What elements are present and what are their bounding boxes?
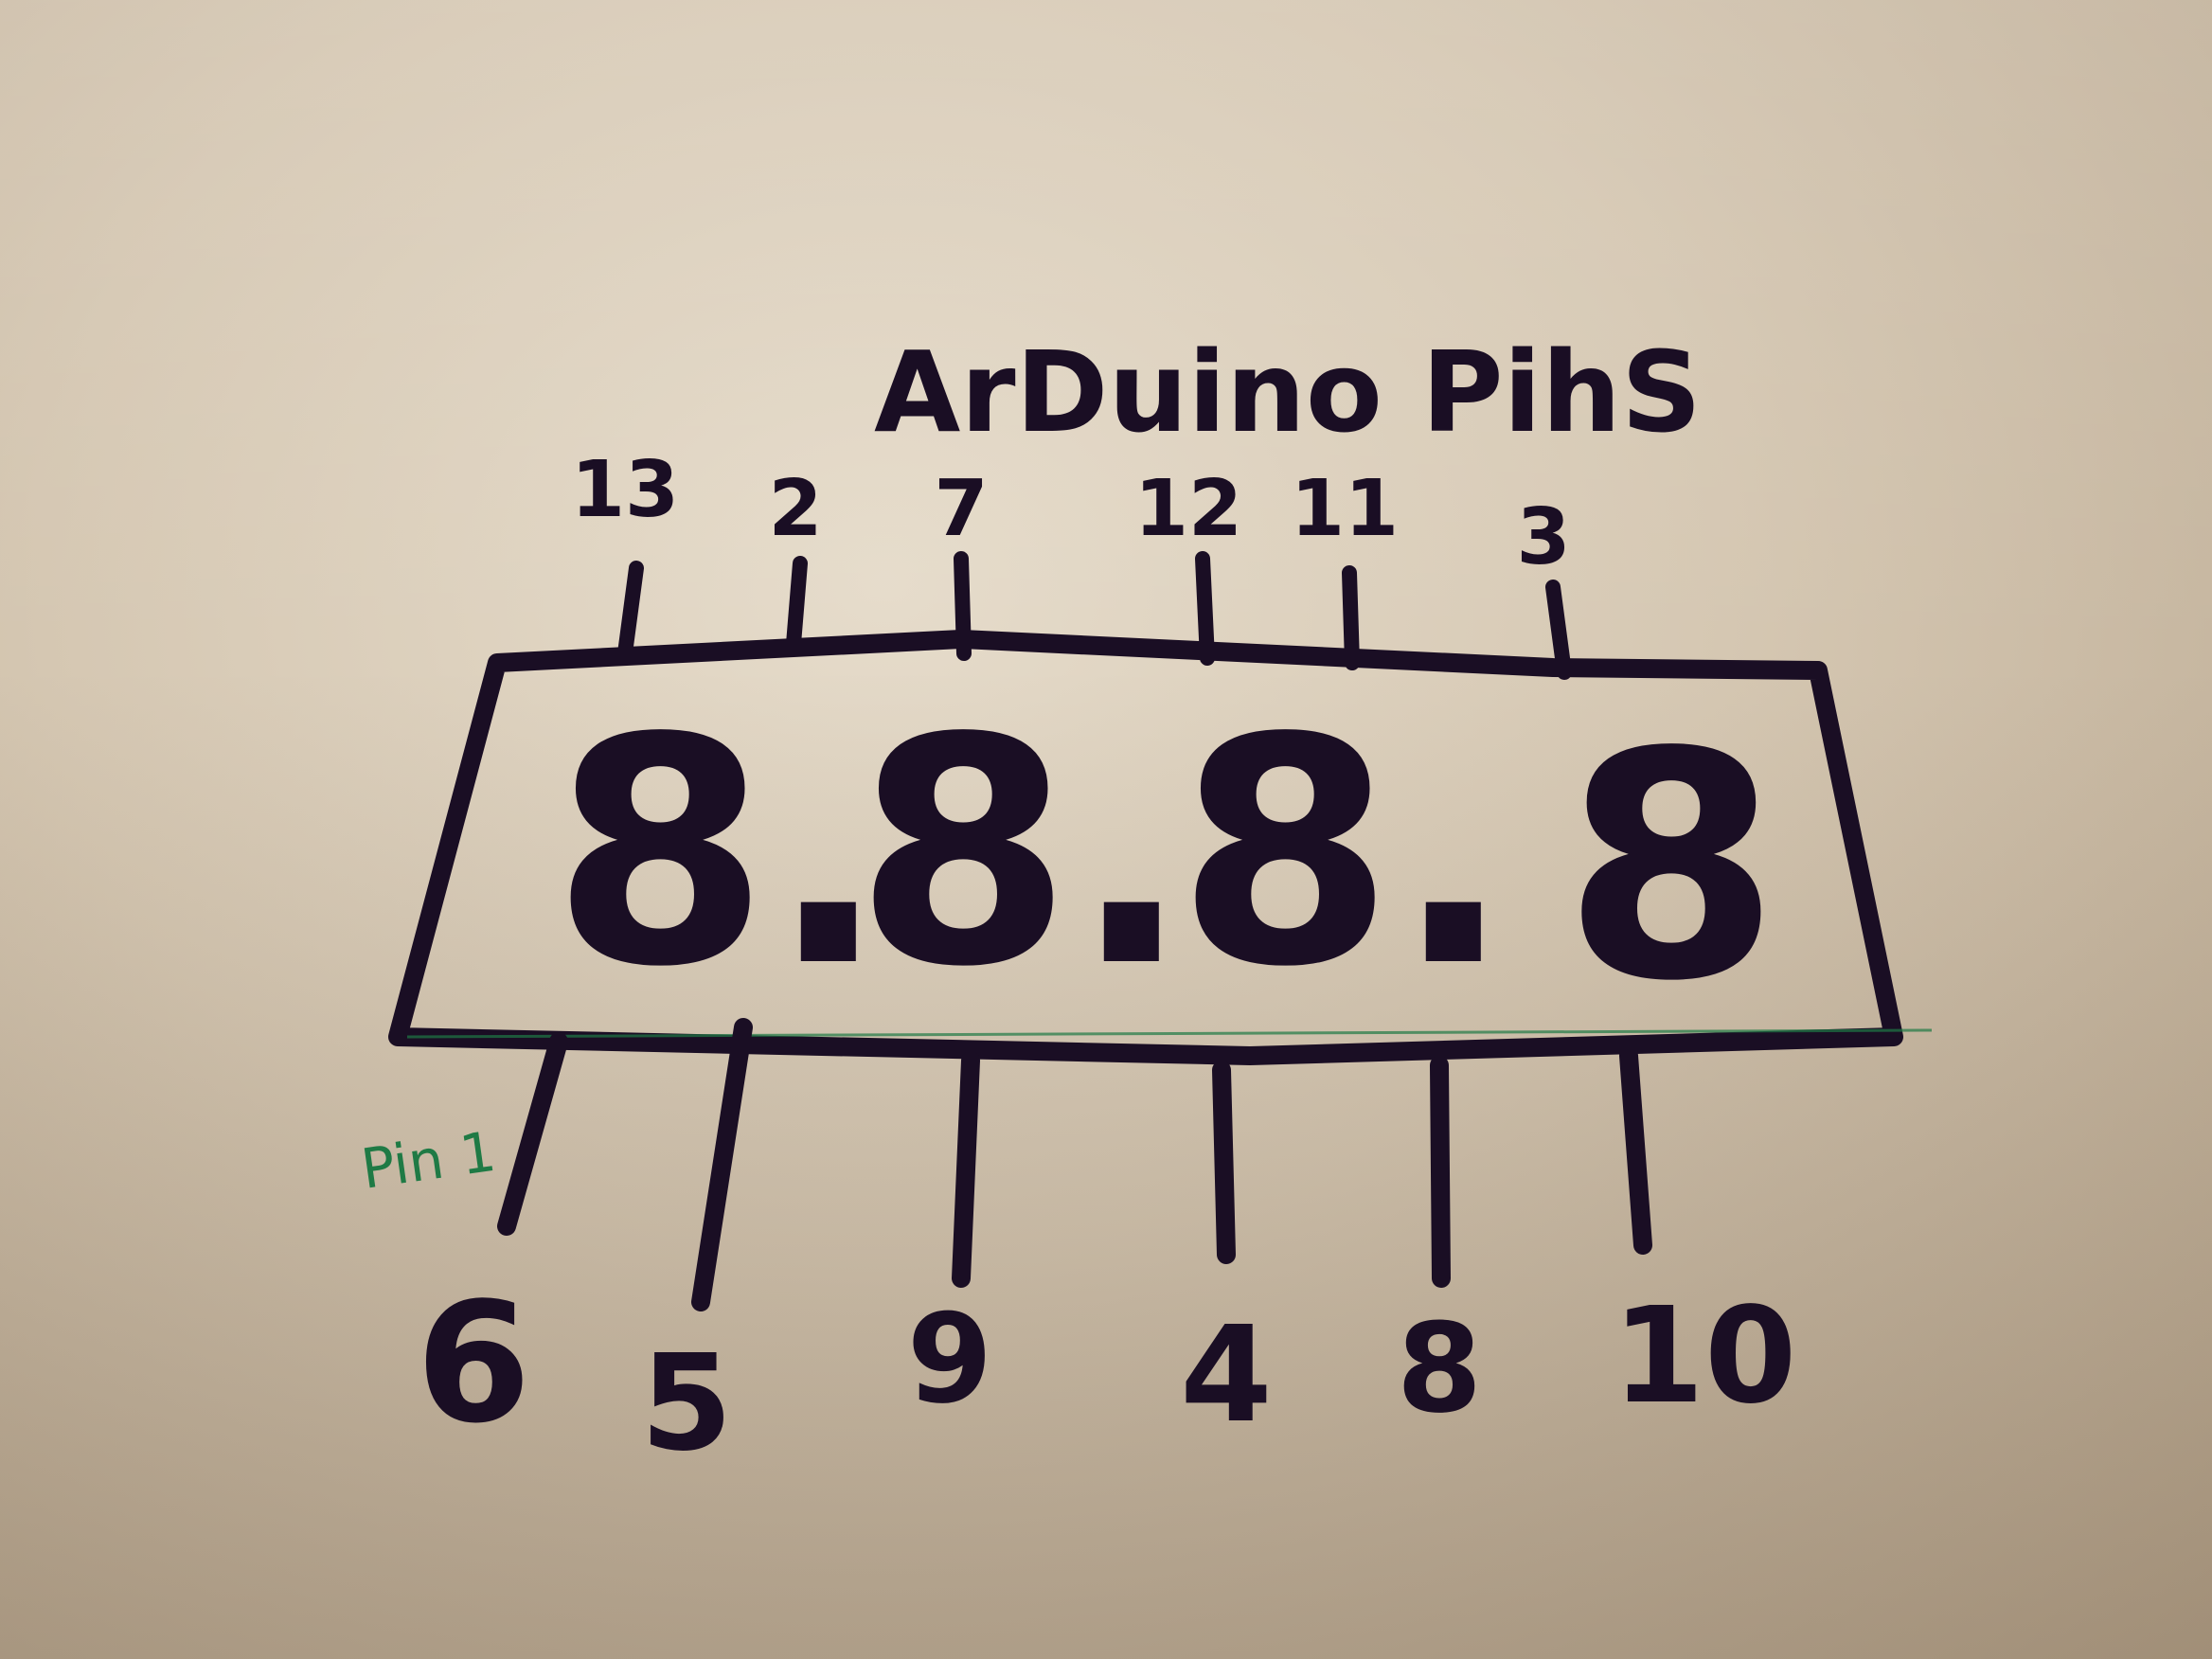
top-pin-line-6 [1545, 580, 1572, 680]
digit-4: 8 [1562, 686, 1780, 1049]
top-pin-label-5: 11 [1291, 464, 1399, 554]
top-pin-label-1: 13 [571, 445, 679, 535]
bottom-pin-label-5: 8 [1397, 1296, 1482, 1440]
top-pin-line-5 [1342, 565, 1360, 670]
bottom-pin-line-5 [1430, 1056, 1451, 1288]
bottom-pin-label-4: 4 [1180, 1298, 1272, 1453]
title-text: ArDuino PihS [874, 327, 1702, 457]
top-pin-label-4: 12 [1134, 464, 1242, 554]
bottom-pin-line-2 [691, 1018, 753, 1311]
pin1-note: Pin 1 [357, 1119, 499, 1202]
bottom-pin-label-1: 6 [416, 1268, 531, 1460]
bottom-pin-line-1 [497, 1032, 568, 1236]
top-pin-label-3: 7 [934, 464, 988, 554]
digit-2: 8. [855, 671, 1191, 1035]
digit-1: 8. [552, 671, 888, 1035]
pin1-guide-line [406, 1028, 1933, 1039]
digit-3: 8. [1177, 671, 1513, 1035]
top-pin-label-6: 3 [1516, 492, 1570, 582]
top-pin-line-2 [786, 556, 808, 651]
bottom-pin-label-2: 5 [640, 1327, 732, 1481]
top-pin-line-1 [617, 561, 644, 661]
top-pin-lines [617, 551, 1572, 680]
bottom-pin-label-3: 9 [907, 1287, 992, 1431]
bottom-pin-label-6: 10 [1613, 1279, 1797, 1434]
bottom-pin-lines [497, 1018, 1652, 1311]
bottom-pin-line-6 [1619, 1046, 1652, 1255]
top-pin-label-2: 2 [768, 464, 822, 554]
bottom-pin-line-4 [1212, 1061, 1236, 1264]
display-outline [388, 630, 1903, 1065]
bottom-pin-line-3 [952, 1051, 980, 1288]
